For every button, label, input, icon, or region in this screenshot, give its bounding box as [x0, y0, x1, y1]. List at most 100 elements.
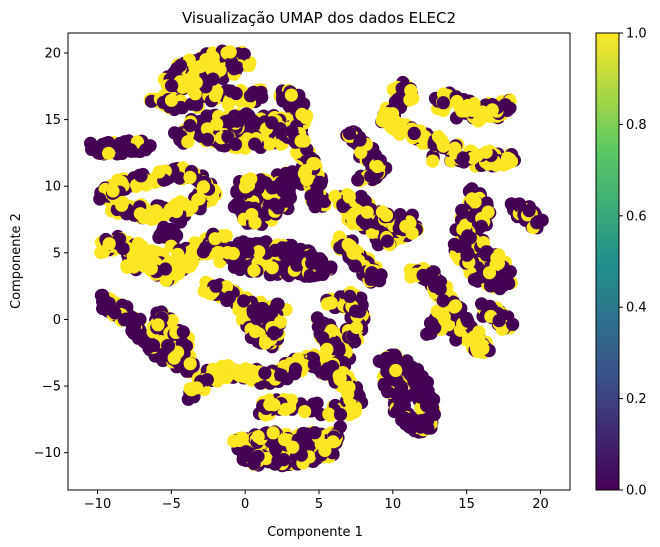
scatter-point	[380, 107, 394, 121]
scatter-point	[233, 198, 247, 212]
scatter-point	[176, 325, 190, 339]
scatter-point	[152, 165, 166, 179]
scatter-point	[248, 324, 262, 339]
scatter-point	[456, 151, 470, 165]
scatter-point	[219, 229, 233, 243]
scatter-point	[324, 296, 338, 310]
scatter-point	[252, 245, 266, 259]
y-axis: −10 −5 0 5 10 15 20	[34, 46, 68, 461]
scatter-point	[256, 301, 270, 316]
scatter-point	[129, 253, 143, 267]
scatter-point	[273, 315, 288, 329]
chart-title: Visualização UMAP dos dados ELEC2	[182, 9, 456, 27]
scatter-point	[522, 204, 536, 218]
scatter-point	[433, 282, 447, 296]
scatter-point	[221, 359, 235, 373]
scatter-point	[133, 312, 147, 326]
scatter-point	[280, 171, 295, 185]
scatter-point	[192, 192, 206, 206]
scatter-point	[475, 297, 489, 311]
scatter-point	[403, 414, 417, 428]
scatter-point	[332, 343, 346, 357]
scatter-point	[320, 342, 334, 356]
colorbar: 0.0 0.2 0.4 0.6 0.8 1.0	[595, 27, 647, 499]
scatter-point	[485, 103, 499, 117]
scatter-point	[124, 143, 138, 157]
scatter-point	[165, 314, 179, 328]
scatter-point	[247, 263, 261, 278]
scatter-point	[223, 45, 237, 59]
scatter-point	[208, 232, 222, 246]
scatter-point	[497, 158, 511, 172]
scatter-point	[200, 122, 214, 136]
scatter-point	[142, 340, 156, 354]
scatter-point	[450, 94, 464, 109]
scatter-point	[265, 261, 279, 275]
scatter-point	[102, 146, 116, 160]
scatter-point	[188, 60, 202, 75]
scatter-point	[117, 313, 132, 327]
scatter-point	[241, 245, 255, 259]
scatter-point	[459, 218, 473, 232]
scatter-point	[144, 261, 158, 276]
scatter-point	[248, 137, 262, 151]
scatter-point	[271, 297, 285, 311]
colorbar-tick-label: 0.0	[626, 484, 647, 499]
scatter-point	[285, 124, 299, 138]
scatter-point	[314, 259, 328, 273]
y-tick-label: 10	[44, 180, 61, 195]
scatter-point	[169, 197, 183, 211]
scatter-point	[288, 362, 303, 376]
scatter-point	[294, 134, 308, 148]
scatter-point	[271, 180, 285, 194]
scatter-point	[93, 192, 107, 206]
scatter-point	[377, 377, 391, 391]
scatter-point	[360, 205, 374, 219]
y-tick-label: 0	[53, 313, 61, 328]
scatter-point	[171, 267, 185, 281]
scatter-point	[449, 299, 463, 313]
scatter-point	[151, 318, 165, 332]
scatter-point	[405, 226, 419, 240]
x-axis: −10 −5 0 5 10 15 20	[84, 490, 549, 512]
scatter-point	[290, 258, 304, 272]
scatter-point	[307, 398, 321, 412]
scatter-point	[340, 382, 354, 396]
y-tick-label: −10	[34, 446, 61, 461]
scatter-point	[407, 126, 421, 140]
points-layer	[84, 44, 549, 473]
x-axis-label: Componente 1	[267, 525, 363, 540]
scatter-point	[328, 189, 342, 203]
scatter-point	[267, 326, 281, 340]
scatter-point	[242, 108, 256, 123]
x-tick-label: 10	[385, 497, 402, 512]
y-axis-label: Componente 2	[9, 213, 24, 309]
scatter-point	[530, 216, 544, 230]
scatter-point	[375, 205, 389, 219]
scatter-point	[237, 48, 251, 62]
scatter-point	[325, 360, 339, 374]
scatter-point	[251, 449, 265, 463]
scatter-point	[312, 319, 326, 333]
scatter-point	[233, 262, 247, 276]
scatter-point	[354, 191, 368, 205]
scatter-point	[404, 84, 418, 98]
scatter-point	[342, 126, 357, 140]
scatter-point	[461, 229, 475, 243]
colorbar-tick-label: 0.8	[626, 118, 647, 133]
scatter-point	[173, 58, 188, 72]
scatter-point	[470, 148, 484, 162]
y-tick-label: 5	[53, 246, 61, 261]
scatter-point	[258, 366, 272, 380]
scatter-point	[183, 170, 197, 184]
scatter-point	[332, 369, 346, 383]
scatter-point	[259, 176, 273, 190]
scatter-point	[346, 246, 360, 260]
scatter-point	[461, 314, 475, 328]
scatter-point	[466, 103, 480, 117]
scatter-point	[353, 305, 367, 319]
y-tick-label: 15	[44, 113, 61, 128]
x-tick-label: −5	[162, 497, 181, 512]
scatter-point	[102, 237, 116, 251]
scatter-point	[294, 448, 308, 462]
